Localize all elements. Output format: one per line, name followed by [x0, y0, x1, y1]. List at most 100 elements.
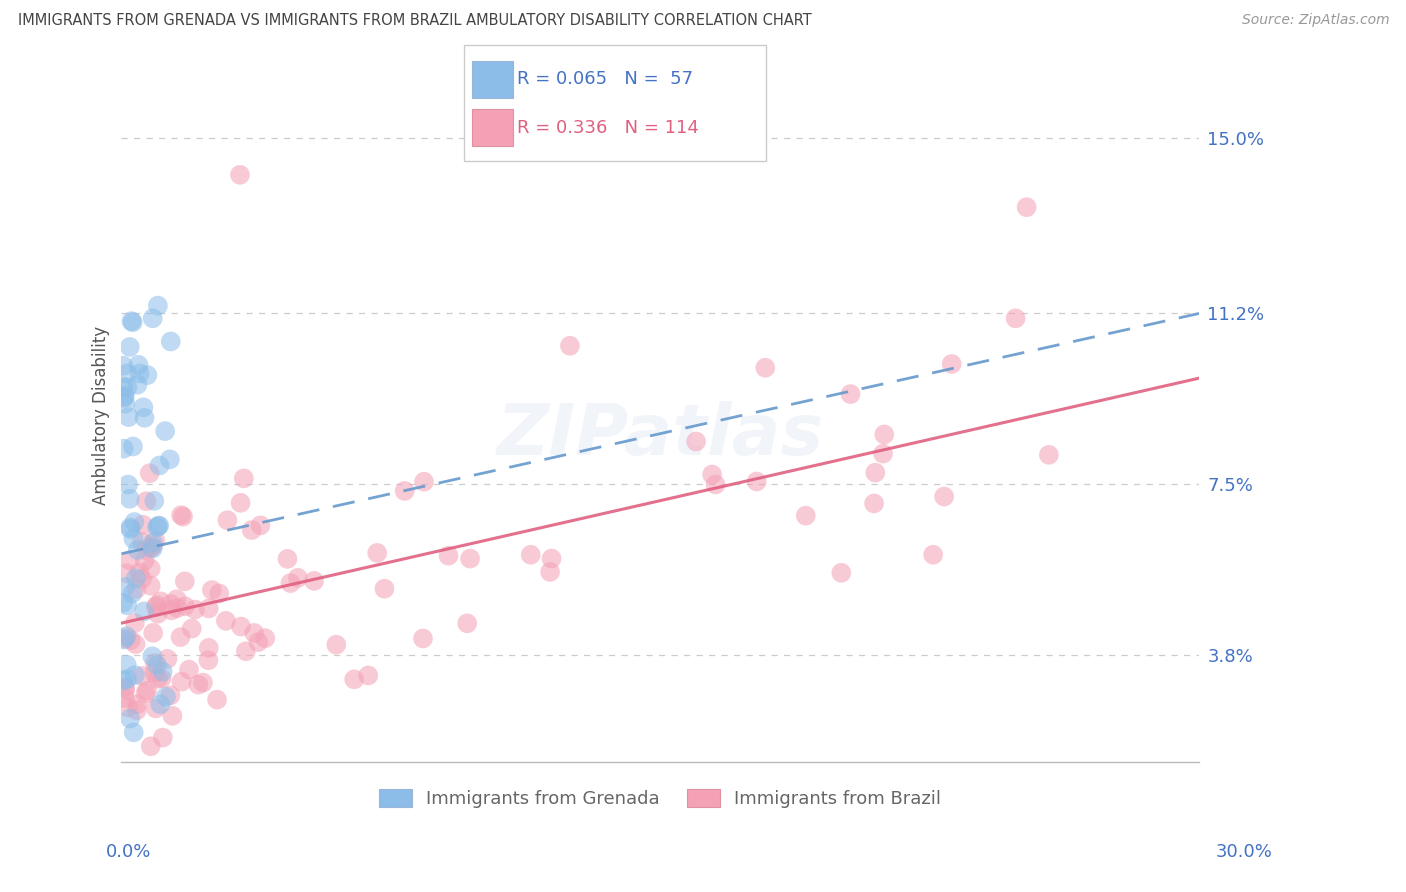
Point [122, 532, 145, 546]
Point [208, 586, 231, 600]
Point [357, 668, 380, 682]
Point [146, 672, 169, 686]
Point [872, 447, 894, 461]
Point [148, 458, 170, 473]
Point [149, 594, 172, 608]
Point [115, 672, 138, 686]
Point [124, 668, 146, 682]
Point [115, 629, 138, 643]
Legend: Immigrants from Grenada, Immigrants from Brazil: Immigrants from Grenada, Immigrants from… [373, 781, 948, 815]
Point [136, 368, 159, 383]
Point [170, 674, 193, 689]
Point [150, 671, 173, 685]
Point [197, 653, 219, 667]
Point [166, 592, 188, 607]
Point [124, 637, 146, 651]
Point [120, 712, 142, 726]
Point [217, 513, 239, 527]
Point [131, 572, 153, 586]
Point [117, 367, 139, 381]
Point [280, 576, 302, 591]
Point [141, 649, 163, 664]
Point [143, 533, 166, 548]
Point [127, 358, 149, 372]
Point [148, 519, 170, 533]
Point [458, 551, 481, 566]
Point [127, 377, 149, 392]
Point [146, 657, 169, 672]
Point [159, 452, 181, 467]
Point [197, 640, 219, 655]
Point [132, 517, 155, 532]
Point [112, 673, 135, 688]
Point [115, 599, 138, 613]
Point [152, 731, 174, 745]
Point [173, 574, 195, 589]
Point [254, 631, 277, 645]
Point [437, 549, 460, 563]
Point [128, 367, 150, 381]
Point [155, 690, 177, 704]
Point [1004, 311, 1026, 326]
Point [538, 565, 561, 579]
Point [139, 561, 162, 575]
Point [134, 410, 156, 425]
Point [124, 615, 146, 630]
Point [177, 663, 200, 677]
Point [197, 601, 219, 615]
Point [1015, 200, 1038, 214]
Point [114, 389, 136, 403]
Point [125, 703, 148, 717]
Point [142, 541, 165, 556]
Point [114, 580, 136, 594]
Point [142, 311, 165, 326]
Point [139, 541, 162, 555]
Point [205, 692, 228, 706]
Point [159, 689, 181, 703]
Point [118, 491, 141, 506]
Point [120, 520, 142, 534]
Point [112, 596, 135, 610]
Point [143, 656, 166, 670]
Point [235, 644, 257, 658]
Point [134, 553, 156, 567]
Point [112, 442, 135, 456]
Point [115, 657, 138, 672]
Point [125, 582, 148, 596]
Point [118, 553, 141, 567]
Point [229, 168, 252, 182]
Point [247, 635, 270, 649]
Point [121, 586, 143, 600]
Point [201, 583, 224, 598]
Point [120, 633, 142, 648]
Point [373, 582, 395, 596]
Point [162, 709, 184, 723]
Point [145, 599, 167, 614]
Point [146, 520, 169, 534]
Point [136, 683, 159, 698]
Point [160, 597, 183, 611]
Point [240, 523, 263, 537]
Point [117, 380, 139, 394]
Point [127, 543, 149, 558]
Point [122, 440, 145, 454]
Point [149, 698, 172, 712]
Point [325, 638, 347, 652]
Point [117, 477, 139, 491]
Point [153, 424, 176, 438]
Point [146, 299, 169, 313]
Point [131, 669, 153, 683]
Point [941, 357, 963, 371]
Point [135, 494, 157, 508]
Point [146, 598, 169, 612]
Point [343, 673, 366, 687]
Point [394, 483, 416, 498]
Point [142, 535, 165, 549]
Text: 0.0%: 0.0% [105, 843, 150, 861]
Point [128, 566, 150, 580]
Text: Source: ZipAtlas.com: Source: ZipAtlas.com [1241, 13, 1389, 28]
Point [143, 493, 166, 508]
Point [249, 518, 271, 533]
Point [229, 496, 252, 510]
Point [412, 632, 434, 646]
